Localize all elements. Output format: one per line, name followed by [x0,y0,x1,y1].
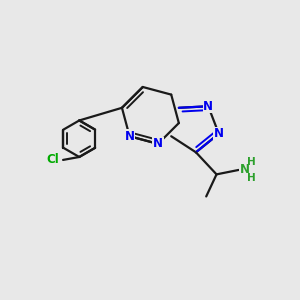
Text: N: N [153,137,163,150]
Text: N: N [240,164,250,176]
Text: N: N [203,100,213,113]
Text: Cl: Cl [47,153,59,167]
Text: N: N [124,130,135,143]
Text: N: N [214,127,224,140]
Text: H: H [248,157,256,167]
Text: H: H [248,173,256,183]
